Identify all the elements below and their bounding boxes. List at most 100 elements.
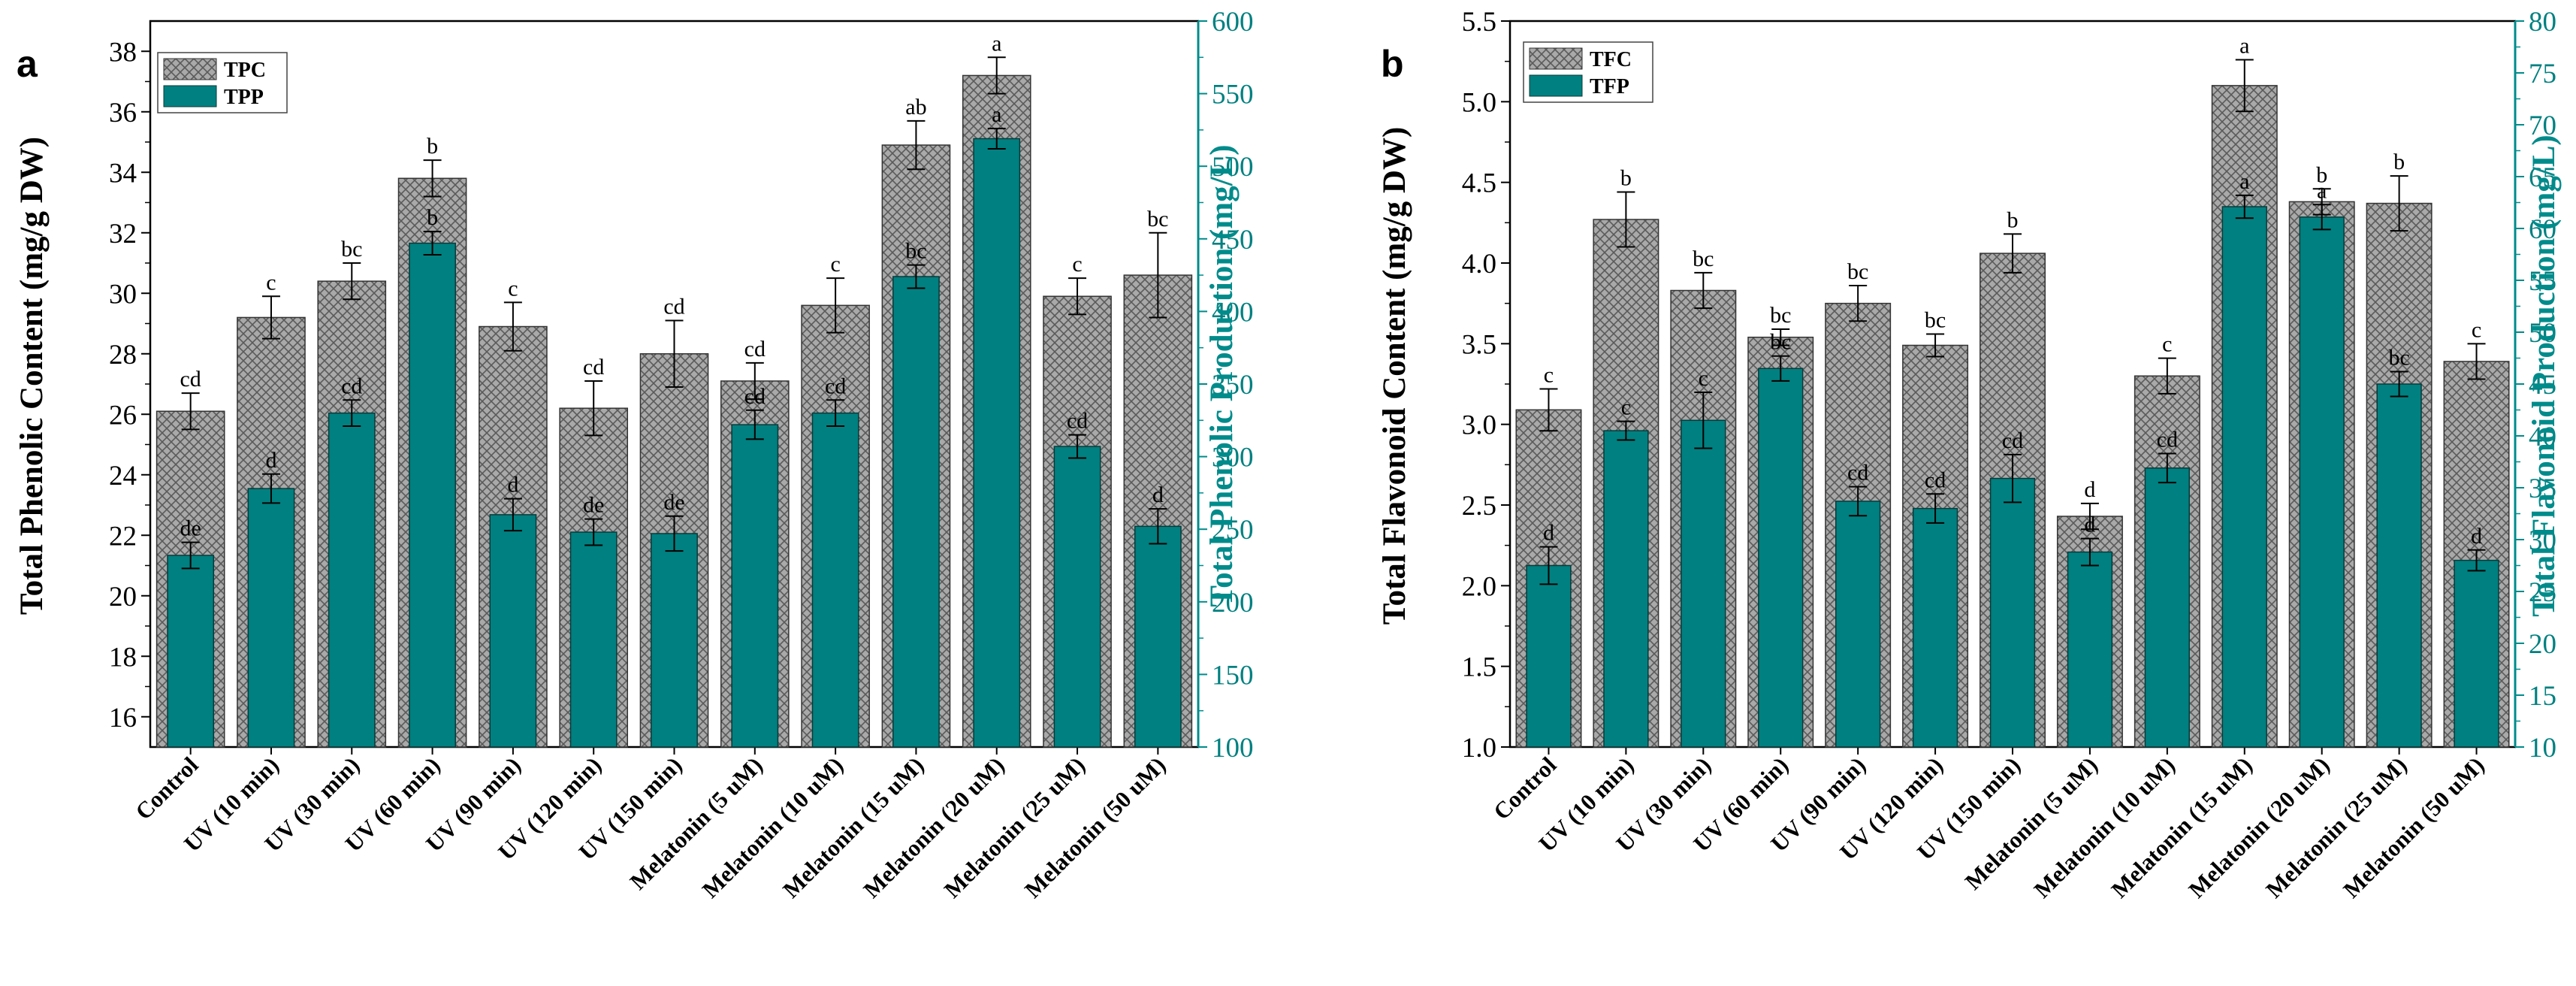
sig-label-tpc: c: [508, 276, 518, 301]
y-tick-label-left: 16: [109, 703, 137, 733]
x-tick-label: Melatonin (50 uM): [2338, 752, 2489, 903]
sig-label-tpp: de: [663, 490, 684, 515]
bar-tpp: [892, 276, 940, 748]
sig-label-tpc: cd: [583, 355, 604, 380]
sig-label-tpc: b: [427, 134, 438, 159]
sig-label-tpp: cd: [341, 374, 362, 398]
y-tick-label-right: 30: [2529, 525, 2556, 556]
y-tick-label-left: 28: [109, 340, 137, 371]
y-tick-label-left: 36: [109, 98, 137, 129]
y-tick-label-right: 150: [1212, 660, 1254, 691]
sig-label-tpc: c: [1072, 252, 1082, 277]
bar-tfp: [2376, 383, 2422, 748]
sig-label-tfp: a: [2239, 169, 2249, 194]
y-tick-label-left: 1.5: [1462, 652, 1496, 683]
y-tick-label-right: 15: [2529, 681, 2556, 712]
x-tick-label: Melatonin (15 uM): [778, 752, 929, 903]
bar-tpp: [569, 531, 618, 748]
bar-tfp: [1603, 430, 1649, 748]
sig-label-tfc: c: [2472, 317, 2481, 342]
sig-label-tfc: bc: [1925, 307, 1946, 332]
sig-label-tpp: bc: [905, 239, 926, 264]
bar-tpp: [811, 412, 859, 748]
y-tick-label-right: 40: [2529, 422, 2556, 452]
x-tick-label: Melatonin (25 uM): [939, 752, 1090, 903]
sig-label-tfp: c: [1699, 366, 1708, 391]
sig-label-tpp: de: [583, 493, 604, 518]
sig-label-tpc: ab: [905, 95, 926, 119]
bar-tfp: [1526, 564, 1572, 748]
y-tick-label-right: 100: [1212, 733, 1254, 764]
bar-tpp: [1053, 446, 1101, 748]
sig-label-tfp: d: [2471, 524, 2482, 549]
sig-label-tpp: d: [1152, 482, 1164, 507]
sig-label-tpp: d: [265, 448, 276, 473]
sig-label-tpc: cd: [744, 337, 766, 361]
bar-tfp: [1912, 507, 1958, 748]
y-tick-label-left: 24: [109, 461, 137, 491]
panel-b-left-axis-title: Total Flavonoid Content (mg/g DW): [1377, 127, 1412, 625]
sig-label-tfp: cd: [2157, 427, 2178, 452]
y-tick-label-right: 35: [2529, 473, 2556, 504]
y-tick-label-right: 400: [1212, 297, 1254, 328]
legend-swatch-tpc: [163, 58, 217, 80]
panel-a-left-axis-title: Total Phenolic Content (mg/g DW): [14, 137, 50, 615]
y-tick-label-left: 32: [109, 219, 137, 250]
y-tick-label-right: 600: [1212, 7, 1254, 38]
sig-label-tfc: b: [2316, 162, 2327, 187]
bar-tpp: [731, 424, 779, 748]
y-tick-label-left: 18: [109, 642, 137, 673]
bar-tfp: [1989, 477, 2036, 748]
y-tick-label-right: 45: [2529, 370, 2556, 401]
y-tick-label-left: 1.0: [1462, 733, 1496, 764]
bar-tfp: [1681, 419, 1726, 748]
bar-tpp: [651, 533, 698, 748]
y-tick-label-left: 20: [109, 582, 137, 612]
panel-b-letter: b: [1381, 43, 1404, 85]
sig-label-tpp: d: [507, 473, 518, 498]
sig-label-tpc: cd: [663, 294, 684, 319]
bar-tpp: [489, 514, 537, 748]
legend-swatch-tpp: [163, 85, 217, 107]
sig-label-tfc: a: [2239, 34, 2249, 59]
bar-tpp: [1134, 525, 1182, 748]
y-tick-label-left: 3.0: [1462, 410, 1496, 441]
y-tick-label-right: 55: [2529, 266, 2556, 297]
sig-label-tfp: d: [2084, 513, 2095, 537]
sig-label-tpc: bc: [341, 237, 362, 262]
y-tick-label-right: 250: [1212, 515, 1254, 546]
sig-label-tfc: d: [2084, 477, 2095, 502]
y-tick-label-left: 4.5: [1462, 168, 1496, 199]
sig-label-tpp: de: [180, 516, 201, 541]
panel-a-legend: TPC TPP: [157, 52, 288, 113]
sig-label-tpp: a: [992, 102, 1001, 127]
sig-label-tfp: cd: [1847, 461, 1868, 485]
x-tick-label: Melatonin (20 uM): [2183, 752, 2334, 903]
x-tick-label: Control: [1488, 752, 1562, 825]
sig-label-tfc: bc: [1847, 259, 1868, 284]
sig-label-tfc: b: [2007, 207, 2019, 232]
bar-tpp: [409, 242, 456, 748]
legend-label-tfc: TFC: [1590, 48, 1632, 71]
sig-label-tpp: cd: [1067, 409, 1088, 434]
sig-label-tpc: a: [992, 31, 1001, 56]
y-tick-label-right: 550: [1212, 80, 1254, 110]
y-tick-label-right: 500: [1212, 152, 1254, 183]
y-tick-label-right: 50: [2529, 318, 2556, 349]
bar-tpp: [167, 555, 215, 748]
sig-label-tfp: cd: [2002, 428, 2023, 453]
sig-label-tfc: b: [1620, 166, 1632, 191]
legend-swatch-tfc: [1529, 47, 1583, 70]
sig-label-tfc: bc: [1693, 246, 1714, 271]
y-tick-label-right: 20: [2529, 629, 2556, 660]
y-tick-label-left: 5.0: [1462, 87, 1496, 118]
sig-label-tpc: cd: [180, 367, 201, 392]
x-tick-label: Melatonin (25 uM): [2260, 752, 2411, 903]
sig-label-tfc: b: [2393, 150, 2405, 174]
sig-label-tfp: bc: [2388, 345, 2409, 370]
panel-a-bars: cddecdbccdbbcdcddecddecdcdccdabbcaaccdbc…: [156, 31, 1193, 748]
y-tick-label-right: 450: [1212, 225, 1254, 256]
legend-label-tpc: TPC: [224, 59, 266, 82]
sig-label-tfp: cd: [1925, 467, 1946, 492]
